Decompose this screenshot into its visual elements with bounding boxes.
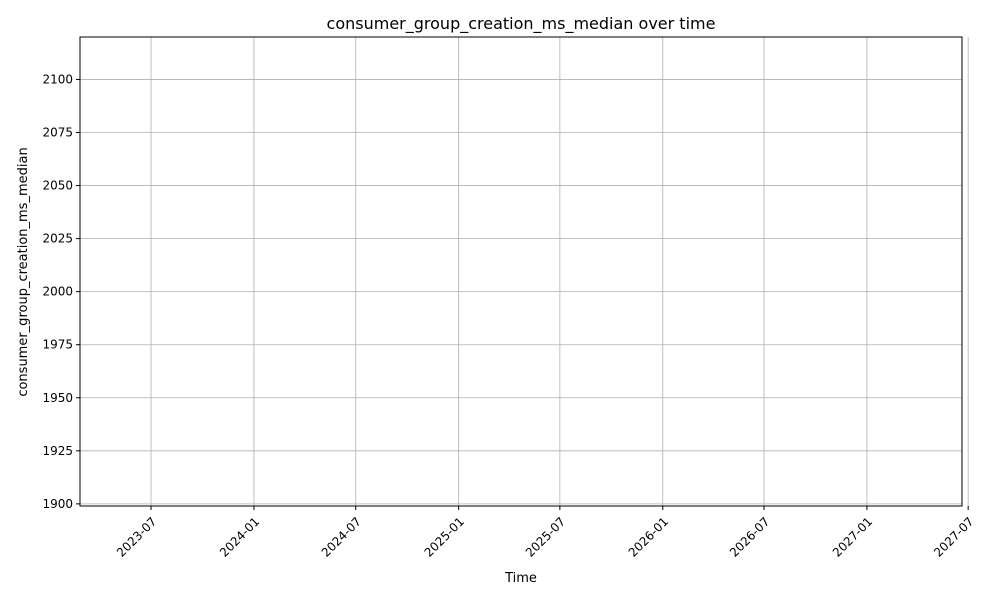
x-tick-label: 2027-07 <box>931 514 976 559</box>
x-tick-label: 2025-07 <box>523 514 568 559</box>
x-axis: 2023-07 2024-01 2024-07 2025-01 2025-07 2026-… <box>114 506 976 560</box>
x-tick-label: 2027-01 <box>830 514 875 559</box>
y-tick-label: 2000 <box>42 285 73 299</box>
y-tick-label: 2050 <box>42 179 73 193</box>
plot-frame <box>79 36 963 507</box>
x-tick-label: 2024-01 <box>217 514 262 559</box>
x-tick-label: 2026-01 <box>626 514 671 559</box>
x-tick-label: 2024-07 <box>319 514 364 559</box>
x-tick-label: 2025-01 <box>422 514 467 559</box>
y-axis-label: consumer_group_creation_ms_median <box>16 147 31 396</box>
y-axis: 1900 1925 1950 1975 2000 2025 2050 2075 2100 <box>42 72 80 511</box>
x-axis-label: Time <box>504 571 537 586</box>
y-tick-label: 1950 <box>42 391 73 405</box>
y-tick-label: 1900 <box>42 497 73 511</box>
x-tick-label: 2023-07 <box>114 514 159 559</box>
y-tick-label: 2025 <box>42 232 73 246</box>
y-tick-label: 1925 <box>42 444 73 458</box>
grid-layer <box>80 37 969 506</box>
y-tick-label: 1975 <box>42 338 73 352</box>
x-tick-label: 2026-07 <box>727 514 772 559</box>
chart-title: consumer_group_creation_ms_median over t… <box>327 14 716 34</box>
y-tick-label: 2075 <box>42 125 73 139</box>
y-tick-label: 2100 <box>42 72 73 86</box>
